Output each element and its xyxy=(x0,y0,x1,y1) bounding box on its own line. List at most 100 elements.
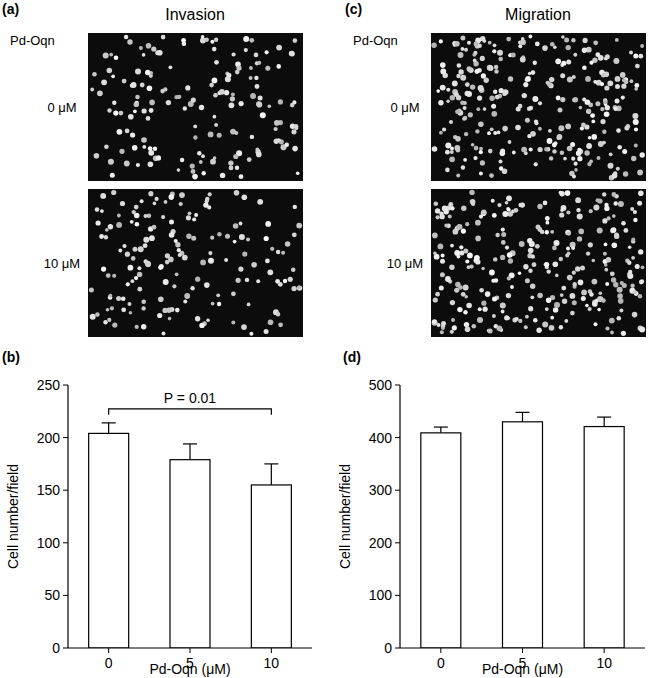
nucleus xyxy=(577,236,582,241)
nucleus xyxy=(216,293,220,297)
nucleus xyxy=(210,236,214,240)
nucleus xyxy=(531,70,536,75)
nucleus xyxy=(574,168,578,172)
nucleus xyxy=(620,281,624,285)
y-tick xyxy=(63,437,68,438)
nucleus xyxy=(622,149,627,154)
row-label: 10 μM xyxy=(387,256,423,271)
nucleus xyxy=(140,83,145,88)
nucleus xyxy=(592,259,596,263)
micrograph-background xyxy=(431,189,646,337)
nucleus xyxy=(442,206,448,212)
nucleus xyxy=(144,214,148,218)
nucleus xyxy=(111,74,115,78)
nucleus xyxy=(597,156,601,160)
nucleus xyxy=(488,41,492,45)
nucleus xyxy=(549,77,554,82)
nucleus xyxy=(608,163,614,169)
nucleus xyxy=(462,117,466,121)
nucleus xyxy=(445,168,450,173)
nucleus xyxy=(466,303,472,309)
nucleus xyxy=(122,244,126,248)
nucleus xyxy=(616,128,621,133)
nucleus xyxy=(461,165,465,169)
nucleus xyxy=(564,38,569,43)
nucleus xyxy=(214,60,219,65)
nucleus xyxy=(203,202,208,207)
y-tick xyxy=(63,595,68,596)
nucleus xyxy=(467,253,473,259)
y-axis-label: Cell number/field xyxy=(5,464,21,569)
nucleus xyxy=(604,243,608,247)
nucleus xyxy=(547,82,552,87)
nucleus xyxy=(532,262,537,267)
micrograph xyxy=(88,189,303,337)
nucleus xyxy=(456,174,460,178)
nucleus xyxy=(177,248,181,252)
nucleus xyxy=(565,124,571,130)
nucleus xyxy=(141,299,146,304)
nucleus xyxy=(566,210,570,214)
nucleus xyxy=(574,162,578,166)
nucleus xyxy=(132,210,136,214)
nucleus xyxy=(536,328,541,333)
nucleus xyxy=(228,160,233,165)
nucleus xyxy=(483,107,487,111)
nucleus xyxy=(634,291,639,296)
nucleus xyxy=(501,310,505,314)
nucleus xyxy=(506,37,511,42)
nucleus xyxy=(479,147,483,151)
nucleus xyxy=(278,99,283,104)
nucleus xyxy=(544,262,549,267)
nucleus xyxy=(615,98,620,103)
nucleus xyxy=(607,80,613,86)
nucleus xyxy=(627,273,633,279)
nucleus xyxy=(467,66,472,71)
nucleus xyxy=(566,59,571,64)
nucleus xyxy=(236,278,241,283)
nucleus xyxy=(186,234,191,239)
nucleus xyxy=(217,302,221,306)
nucleus xyxy=(605,105,610,110)
nucleus xyxy=(591,134,597,140)
nucleus xyxy=(184,293,190,299)
micrograph xyxy=(88,33,303,181)
error-cap xyxy=(183,443,197,444)
nucleus xyxy=(545,216,550,221)
nucleus xyxy=(633,290,637,294)
nucleus xyxy=(450,300,455,305)
nucleus xyxy=(175,308,180,313)
nucleus xyxy=(131,279,135,283)
nucleus xyxy=(460,75,466,81)
nucleus xyxy=(454,41,460,47)
nucleus xyxy=(589,160,593,164)
nucleus xyxy=(530,295,534,299)
nucleus xyxy=(637,201,642,206)
nucleus xyxy=(567,275,573,281)
nucleus xyxy=(247,157,252,162)
nucleus xyxy=(460,36,465,41)
nucleus xyxy=(158,265,163,270)
nucleus xyxy=(133,247,138,252)
nucleus xyxy=(461,229,466,234)
nucleus xyxy=(119,111,124,116)
nucleus xyxy=(226,73,231,78)
nucleus xyxy=(457,307,462,312)
nucleus xyxy=(586,143,592,149)
y-tick-label: 300 xyxy=(369,482,393,498)
nucleus xyxy=(191,236,196,241)
nucleus xyxy=(525,118,530,123)
nucleus xyxy=(461,292,466,297)
nucleus xyxy=(504,315,509,320)
nucleus xyxy=(634,83,639,88)
nucleus xyxy=(560,151,564,155)
nucleus xyxy=(555,274,559,278)
nucleus xyxy=(463,116,468,121)
nucleus xyxy=(136,163,140,167)
nucleus xyxy=(498,57,503,62)
nucleus xyxy=(178,95,182,99)
nucleus xyxy=(501,232,506,237)
nucleus xyxy=(604,263,608,267)
nucleus xyxy=(96,220,101,225)
nucleus xyxy=(232,52,236,56)
